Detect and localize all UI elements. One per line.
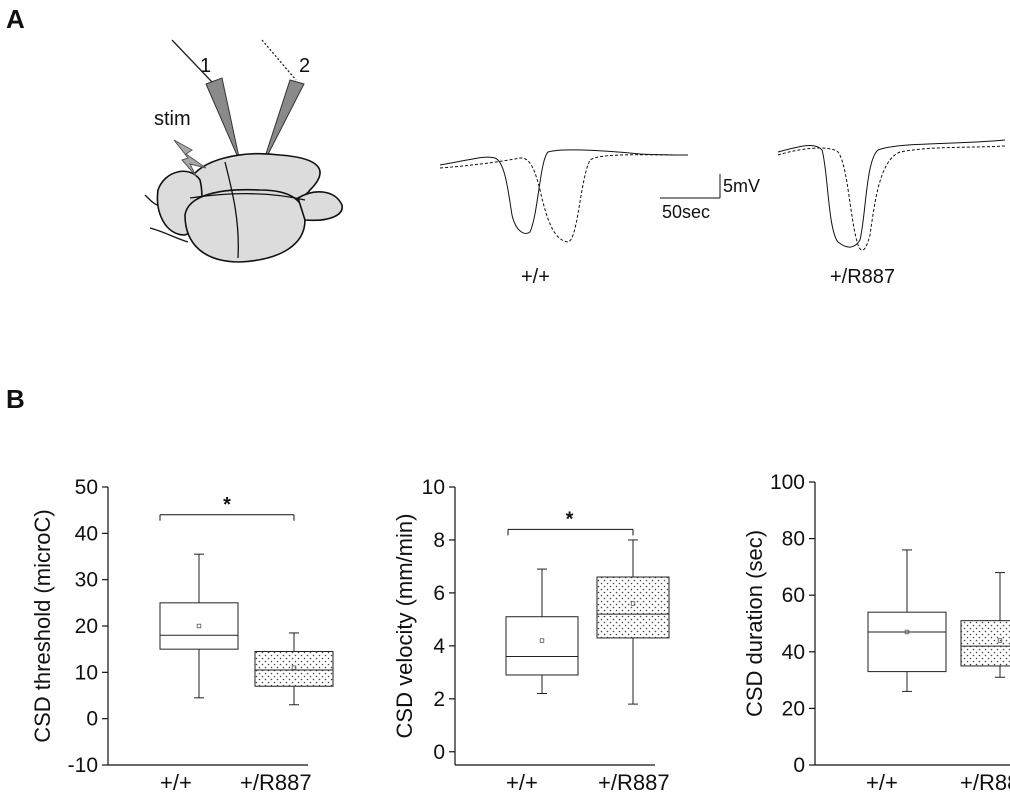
electrode-2-label: 2 — [299, 55, 310, 77]
stim-label: stim — [154, 108, 191, 130]
y-tick-label: 0 — [86, 708, 98, 731]
boxplot-chart-1: -10 0 10 20 30 40 50 CSD threshold (microC) +/+ +… — [30, 476, 334, 795]
y-tick-label: 0 — [433, 741, 445, 764]
y-tick-label: 20 — [75, 615, 98, 638]
electrode-2 — [261, 79, 305, 167]
trace-wt-electrode-2 — [439, 154, 689, 243]
panel-a-label: A — [6, 4, 25, 34]
scalebar-voltage-label: 5mV — [723, 176, 760, 196]
y-tick-label: 80 — [782, 528, 805, 551]
x-category-label: +/R887 — [598, 770, 670, 795]
x-category-label: +/+ — [160, 770, 192, 795]
y-tick-label: 60 — [782, 584, 805, 607]
electrode-1 — [205, 77, 241, 163]
mean-marker — [291, 665, 297, 670]
trace-mut-electrode-1 — [777, 139, 1006, 248]
y-tick-label: 4 — [433, 635, 445, 658]
box — [505, 616, 579, 676]
spinal-line — [149, 227, 189, 243]
trace-wt-electrode-1 — [439, 149, 689, 234]
y-tick-label: 100 — [770, 471, 805, 494]
trace-mut-label: +/R887 — [830, 266, 895, 288]
electrode-1-label: 1 — [200, 55, 211, 77]
y-tick-label: 20 — [782, 697, 805, 720]
scalebar-time-label: 50sec — [662, 202, 710, 222]
stim-bolt-icon — [173, 139, 207, 177]
trace-wt-label: +/+ — [521, 266, 550, 288]
significance-star: * — [223, 494, 231, 516]
brain-midline — [189, 193, 306, 201]
brainstem-line — [144, 194, 159, 206]
y-tick-label: 6 — [433, 582, 445, 605]
electrode-2-wire — [261, 39, 297, 81]
y-tick-label: 10 — [422, 476, 445, 499]
trace-scalebar: 5mV 50sec — [660, 174, 760, 222]
x-category-label: +/+ — [506, 770, 538, 795]
box — [159, 602, 239, 650]
mean-marker — [904, 629, 910, 635]
brain-olfactory-bulb — [297, 191, 343, 222]
y-tick-label: 2 — [433, 688, 445, 711]
y-tick-label: 40 — [782, 641, 805, 664]
box — [254, 650, 334, 687]
trace-wt: +/+ — [439, 149, 689, 288]
mean-marker — [997, 638, 1003, 643]
box — [960, 620, 1010, 667]
brain-cortex — [184, 188, 306, 263]
boxplot-chart-3: 0 20 40 60 80 100 CSD duration (sec) +/+ +/R887 — [742, 471, 1010, 795]
x-category-label: +/+ — [866, 770, 898, 795]
mean-marker — [630, 601, 636, 606]
y-tick-label: 30 — [75, 569, 98, 592]
y-tick-label: -10 — [68, 754, 98, 777]
panel-b-label: B — [6, 384, 25, 414]
y-tick-label: 40 — [75, 522, 98, 545]
x-category-label: +/R887 — [960, 770, 1010, 795]
box — [867, 611, 947, 673]
trace-mut-electrode-2 — [777, 145, 1006, 251]
y-axis-label: CSD velocity (mm/min) — [392, 514, 417, 739]
y-axis-label: CSD duration (sec) — [742, 530, 767, 717]
mean-marker — [539, 638, 545, 643]
box — [596, 576, 670, 639]
electrode-1-wire — [171, 39, 213, 83]
y-axis-label: CSD threshold (microC) — [30, 509, 55, 743]
y-tick-label: 10 — [75, 661, 98, 684]
significance-star: * — [566, 508, 574, 530]
mean-marker — [196, 623, 202, 629]
y-tick-label: 50 — [75, 476, 98, 499]
brain-schematic: 1 2 stim — [144, 39, 343, 263]
brain-sulcus — [224, 161, 239, 259]
x-category-label: +/R887 — [240, 770, 312, 795]
y-tick-label: 8 — [433, 529, 445, 552]
y-tick-label: 0 — [793, 754, 805, 777]
trace-mut: +/R887 — [777, 139, 1006, 288]
